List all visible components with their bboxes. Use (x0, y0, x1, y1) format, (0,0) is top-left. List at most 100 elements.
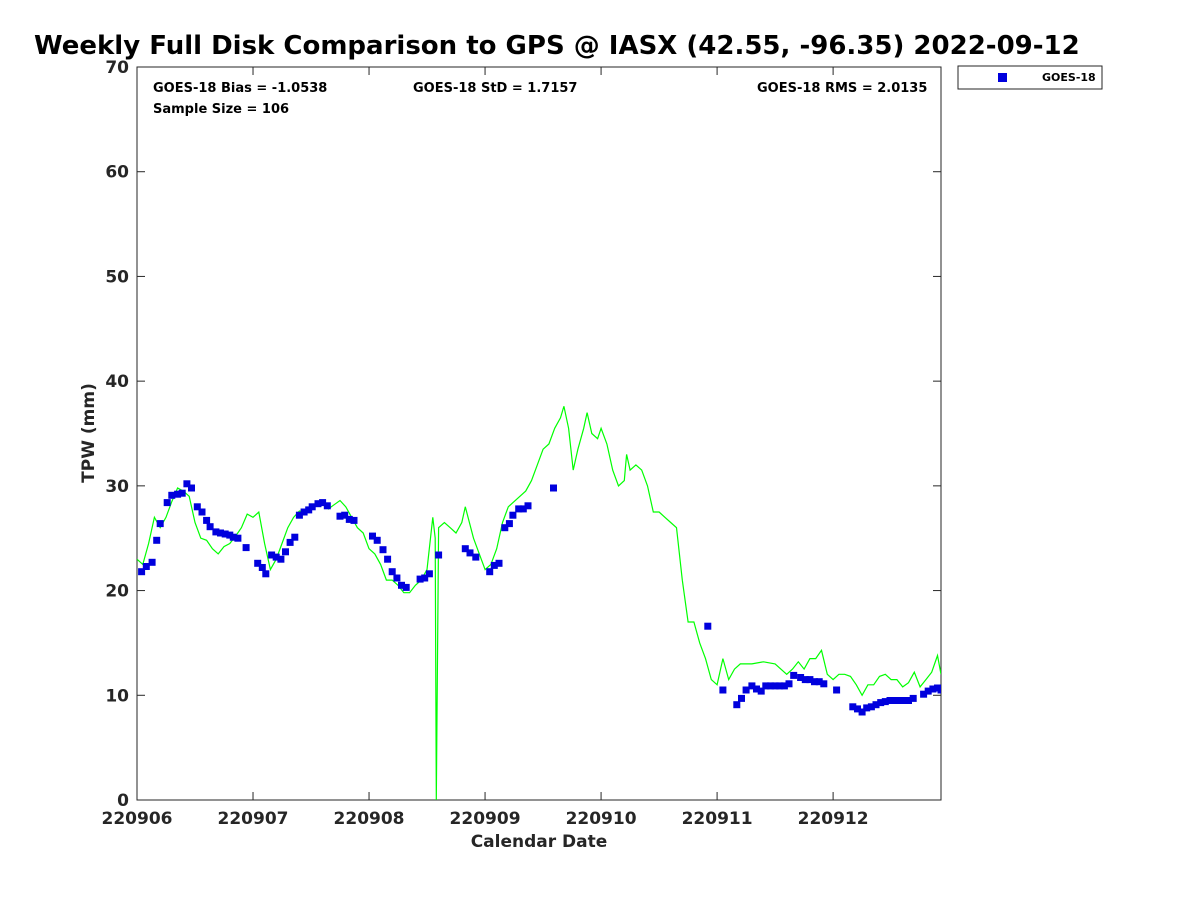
data-point-goes18 (188, 484, 195, 492)
stat-std: GOES-18 StD = 1.7157 (413, 81, 577, 96)
x-tick-label: 220906 (102, 809, 173, 829)
data-point-goes18 (490, 561, 498, 569)
data-point-goes18 (854, 705, 861, 713)
data-point-goes18 (156, 520, 164, 528)
data-point-goes18 (472, 553, 480, 561)
data-point-goes18 (254, 559, 262, 567)
data-point-goes18 (229, 533, 237, 541)
y-tick-label: 60 (105, 163, 129, 183)
data-point-goes18 (369, 532, 376, 540)
data-point-goes18 (168, 491, 176, 499)
data-point-goes18 (178, 489, 186, 497)
data-point-goes18 (421, 574, 429, 582)
data-point-goes18 (833, 686, 841, 694)
data-point-goes18 (461, 545, 469, 553)
data-point-goes18 (203, 516, 211, 524)
data-point-goes18 (895, 697, 903, 704)
data-point-goes18 (262, 570, 270, 578)
x-tick-label: 220910 (566, 809, 637, 829)
y-axis-ticks: 0 10 20 30 40 50 60 70 (105, 58, 941, 811)
data-point-goes18 (486, 568, 494, 576)
data-point-goes18 (183, 480, 191, 488)
data-point-goes18 (742, 686, 750, 694)
x-axis-label: Calendar Date (471, 832, 608, 852)
legend: GOES-18 (957, 65, 1103, 90)
data-point-goes18 (336, 512, 344, 520)
data-point-goes18 (221, 530, 229, 538)
y-axis-label: TPW (mm) (79, 383, 99, 483)
x-axis-ticks: 220906 220907 220908 220909 220910 220911 2209… (102, 67, 869, 829)
data-point-goes18 (295, 511, 303, 519)
data-point-goes18 (909, 694, 917, 702)
plot-content (137, 406, 941, 800)
x-tick-label: 220908 (334, 809, 405, 829)
data-point-goes18 (384, 555, 392, 563)
data-point-goes18 (373, 536, 381, 544)
data-point-goes18 (748, 682, 756, 690)
data-point-goes18 (806, 676, 814, 684)
data-point-goes18 (308, 503, 316, 511)
data-point-goes18 (820, 680, 828, 688)
data-point-goes18 (398, 581, 405, 589)
data-point-goes18 (776, 682, 784, 690)
y-tick-label: 30 (105, 477, 129, 497)
data-point-goes18 (323, 502, 331, 510)
data-point-goes18 (258, 564, 266, 571)
legend-marker-goes18 (998, 73, 1007, 82)
data-point-goes18 (905, 697, 912, 704)
data-point-goes18 (929, 685, 937, 693)
x-tick-label: 220907 (218, 809, 289, 829)
data-point-goes18 (234, 534, 242, 542)
data-point-goes18 (350, 516, 358, 524)
data-point-goes18 (153, 536, 161, 544)
data-point-goes18 (863, 704, 871, 712)
y-tick-label: 20 (105, 582, 129, 602)
data-point-goes18 (920, 690, 928, 698)
data-point-goes18 (268, 551, 276, 559)
chart-title: Weekly Full Disk Comparison to GPS @ IAS… (34, 31, 1080, 61)
data-point-goes18 (801, 676, 809, 684)
data-point-goes18 (515, 505, 523, 513)
data-point-goes18 (519, 505, 527, 513)
data-point-goes18 (849, 703, 857, 711)
data-point-goes18 (345, 515, 353, 523)
data-point-goes18 (900, 697, 908, 704)
data-point-goes18 (148, 558, 156, 566)
data-point-goes18 (785, 680, 793, 688)
data-point-goes18 (272, 553, 280, 561)
x-tick-label: 220912 (798, 809, 869, 829)
data-point-goes18 (815, 678, 823, 686)
data-point-goes18 (425, 570, 433, 578)
data-point-goes18 (733, 701, 741, 709)
data-point-goes18 (393, 574, 401, 582)
data-point-goes18 (550, 484, 557, 492)
y-tick-label: 40 (105, 372, 129, 392)
data-point-goes18 (501, 524, 509, 532)
data-point-goes18 (858, 708, 866, 716)
data-point-goes18 (704, 622, 712, 630)
stat-sample-size: Sample Size = 106 (153, 102, 289, 117)
data-point-goes18 (319, 499, 327, 507)
y-tick-label: 10 (105, 686, 129, 706)
data-point-goes18 (757, 687, 765, 695)
data-point-goes18 (886, 697, 894, 704)
data-point-goes18 (872, 701, 880, 709)
data-point-goes18 (212, 528, 220, 536)
data-point-goes18 (495, 559, 503, 567)
data-point-goes18 (286, 538, 294, 546)
data-point-goes18 (193, 503, 201, 511)
plot-area (136, 66, 942, 801)
legend-label-goes18: GOES-18 (1042, 71, 1096, 84)
data-point-goes18 (277, 555, 285, 563)
data-point-goes18 (524, 502, 532, 510)
x-tick-label: 220909 (450, 809, 521, 829)
series-line-gps (137, 406, 941, 800)
stat-bias: GOES-18 Bias = -1.0538 (153, 81, 327, 96)
x-tick-label: 220911 (682, 809, 753, 829)
data-point-goes18 (771, 682, 779, 690)
data-point-goes18 (924, 687, 932, 695)
data-point-goes18 (198, 508, 206, 516)
data-point-goes18 (753, 685, 760, 693)
data-point-goes18 (797, 674, 805, 681)
